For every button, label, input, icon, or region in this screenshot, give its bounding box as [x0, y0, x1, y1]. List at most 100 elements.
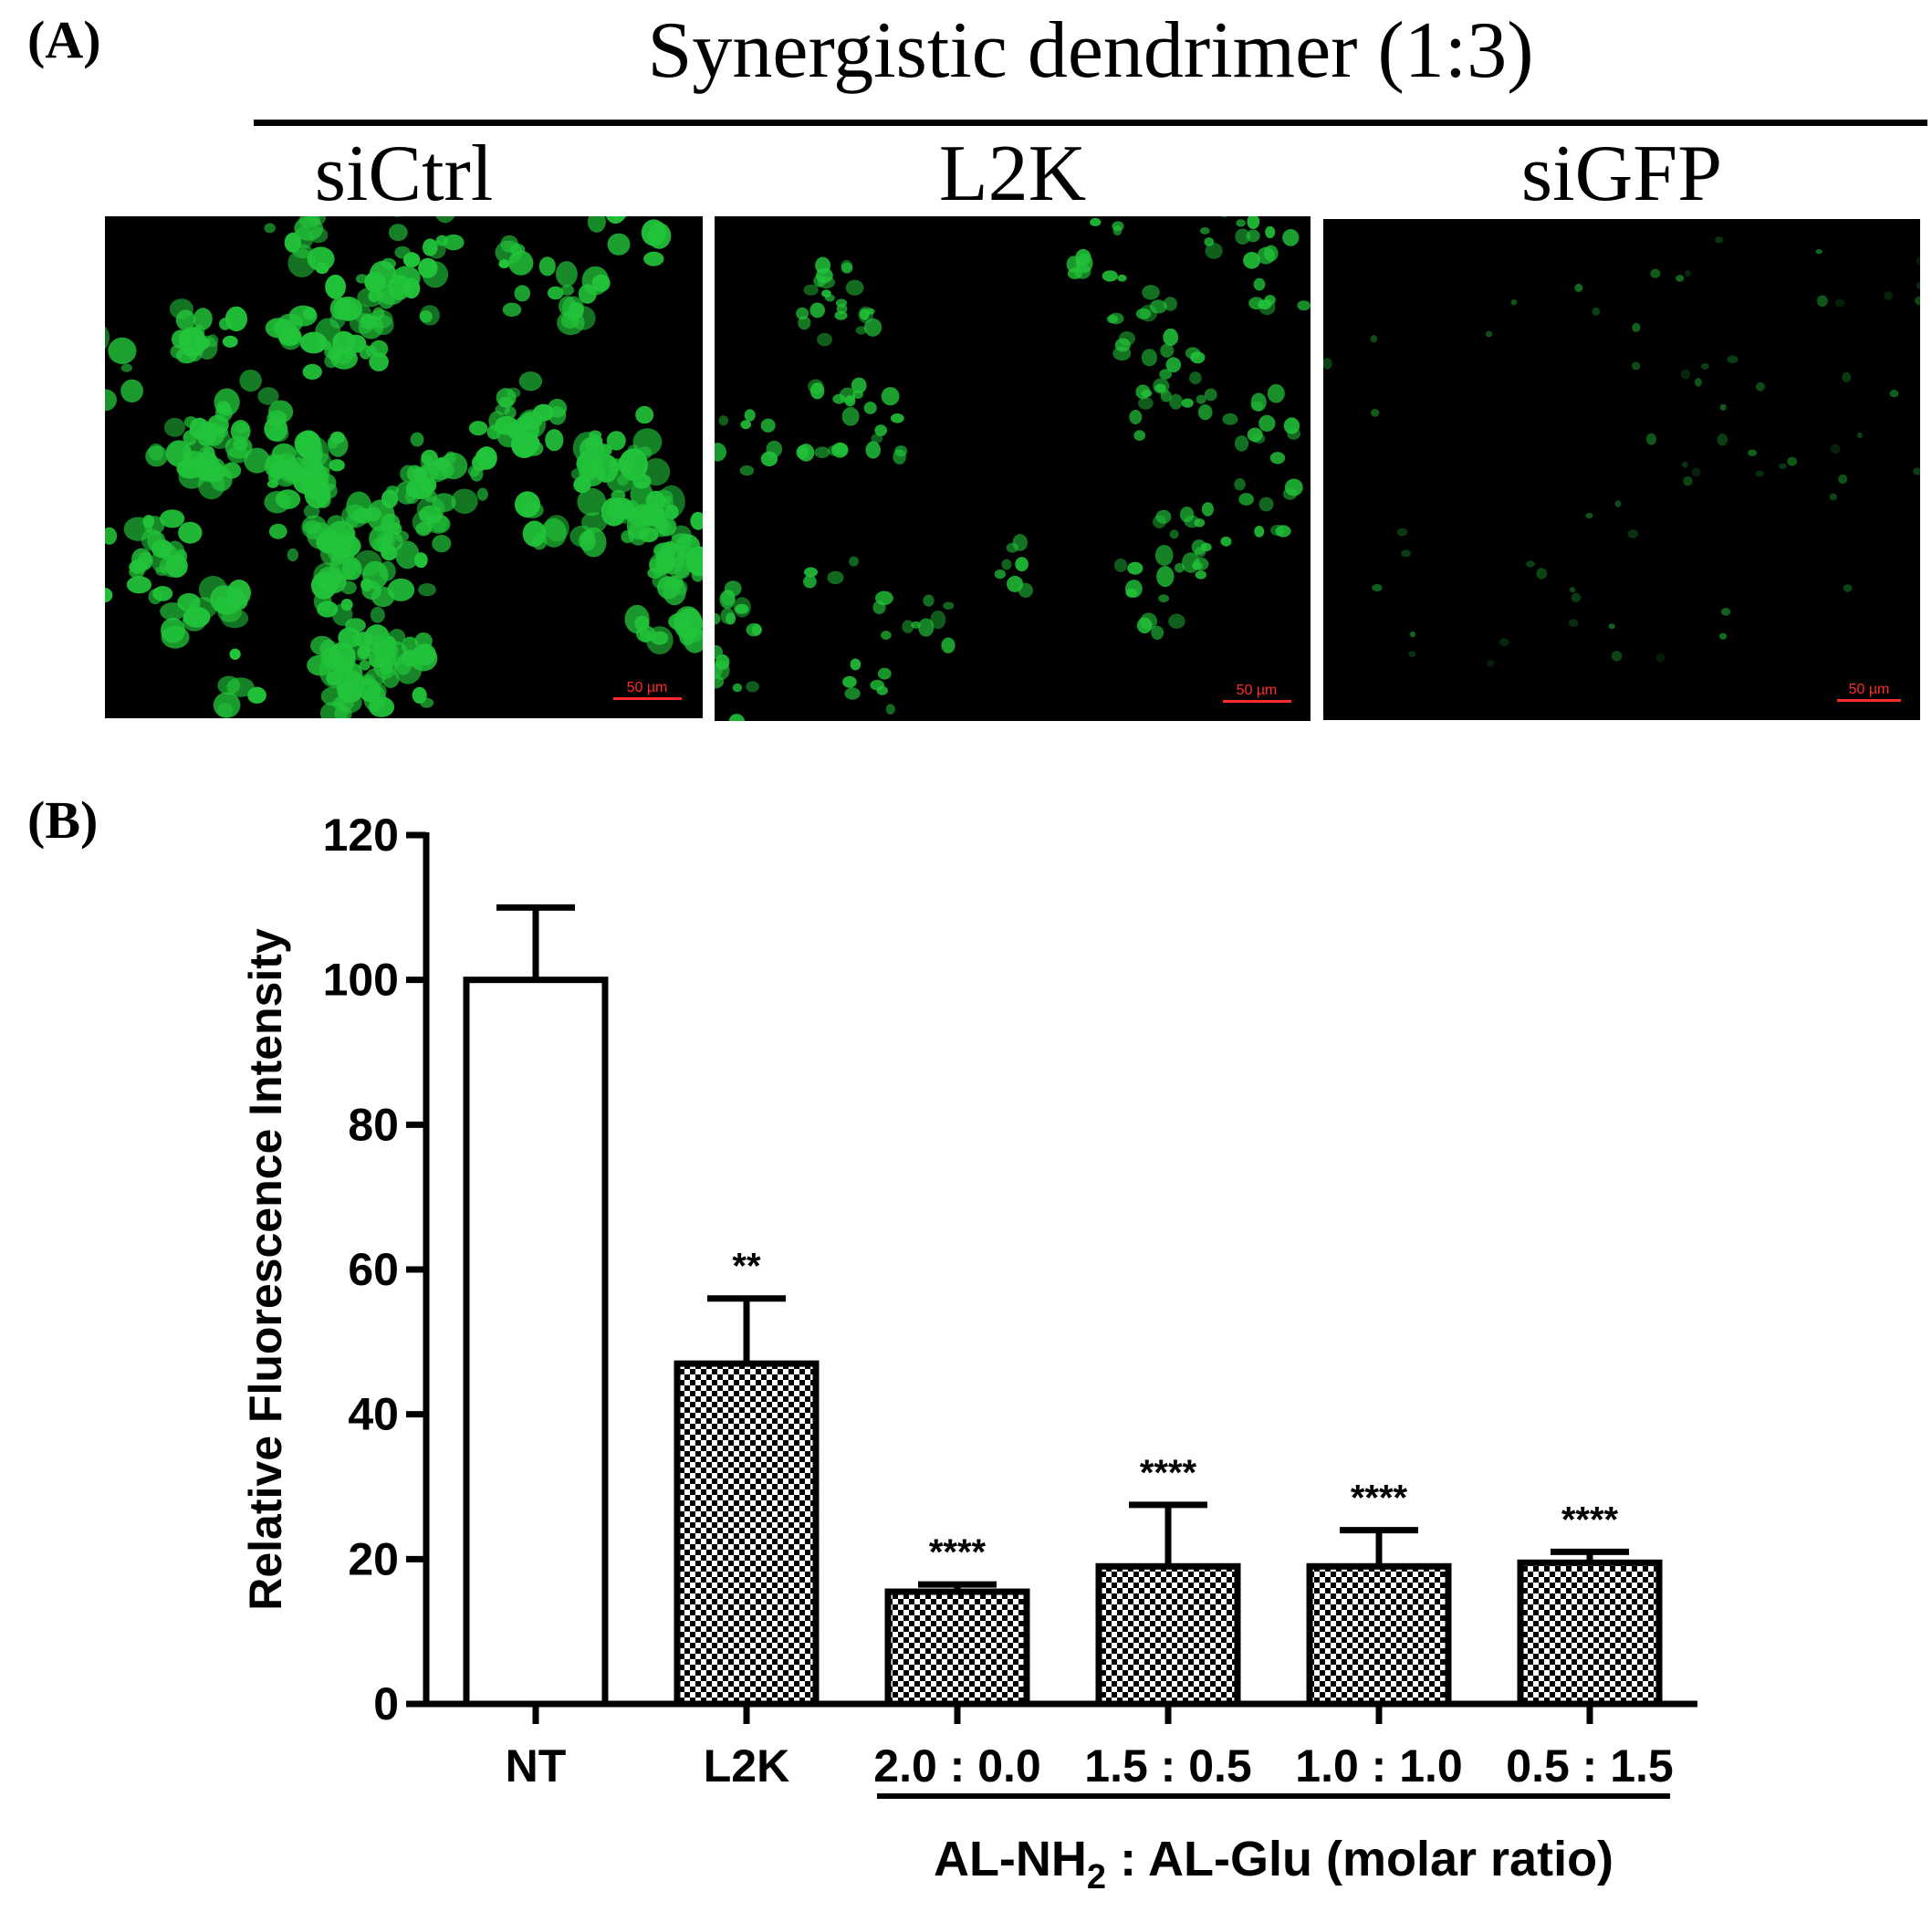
cell: [152, 586, 173, 601]
cell: [816, 267, 833, 284]
cell: [270, 463, 289, 479]
cell: [1165, 357, 1182, 373]
cell: [1842, 371, 1852, 382]
cell: [1160, 343, 1175, 358]
cell: [1682, 461, 1688, 468]
cell: [369, 352, 389, 371]
cell: [1234, 478, 1246, 491]
cell: [803, 284, 819, 296]
cell: [803, 575, 817, 589]
cell: [1196, 394, 1206, 404]
cell: [1787, 456, 1798, 466]
cell: [1645, 433, 1656, 445]
significance-label: ****: [1561, 1499, 1619, 1540]
cell: [522, 520, 547, 548]
cell: [169, 298, 193, 319]
cell: [657, 576, 681, 600]
cell: [1684, 270, 1691, 277]
cell: [500, 235, 518, 253]
cell: [105, 587, 113, 603]
cell: [618, 454, 635, 474]
cell: [432, 535, 452, 553]
cell: [1184, 515, 1200, 528]
cell: [881, 631, 892, 640]
cell: [1843, 584, 1853, 592]
cell: [468, 421, 488, 436]
cell: [1323, 358, 1332, 370]
cell: [804, 567, 818, 578]
cell: [338, 298, 358, 321]
cell: [661, 496, 674, 508]
cell: [865, 308, 875, 315]
cell: [732, 683, 743, 693]
cell: [1715, 236, 1724, 244]
cell: [488, 411, 506, 432]
significance-label: ****: [1351, 1478, 1408, 1519]
cell: [293, 468, 321, 495]
cell: [1401, 549, 1411, 558]
y-tick-label: 20: [348, 1533, 399, 1584]
cell: [1718, 632, 1728, 640]
cell: [521, 501, 544, 518]
cell: [1691, 467, 1701, 477]
cell: [343, 348, 356, 360]
cell: [381, 513, 401, 534]
cell: [514, 285, 531, 302]
cell: [1114, 338, 1131, 352]
cell: [370, 340, 389, 358]
cell: [341, 504, 369, 528]
cell: [1181, 398, 1194, 408]
cell: [1486, 330, 1493, 338]
cell: [814, 446, 830, 458]
cell: [244, 447, 270, 474]
cell: [877, 667, 892, 680]
cell: [1834, 298, 1845, 308]
y-axis-title: Relative Fluorescence Intensity: [240, 928, 291, 1611]
cell: [1779, 463, 1787, 469]
cell: [1102, 270, 1118, 282]
cell: [1916, 282, 1920, 289]
cell: [1526, 560, 1536, 568]
cell: [642, 458, 671, 486]
cell: [364, 507, 381, 522]
cell: [643, 251, 664, 266]
cell: [444, 451, 456, 465]
cell: [817, 332, 832, 347]
y-tick-label: 80: [348, 1099, 399, 1150]
y-tick-label: 0: [373, 1678, 399, 1729]
cell: [1915, 296, 1920, 306]
cell: [608, 458, 624, 471]
cell: [1106, 314, 1118, 324]
cell: [1815, 248, 1822, 255]
cell: [1755, 381, 1765, 392]
title-underline: [254, 120, 1927, 126]
cell: [1190, 351, 1206, 364]
cell: [278, 325, 302, 350]
cell: [1204, 388, 1217, 402]
cell: [1265, 225, 1276, 238]
cell: [120, 363, 132, 372]
cell: [715, 443, 726, 462]
cell: [796, 307, 809, 320]
cell: [504, 406, 517, 420]
cell: [683, 627, 703, 653]
cell: [1487, 660, 1495, 667]
cell: [475, 448, 495, 466]
cell: [941, 637, 956, 653]
cell: [1408, 651, 1416, 657]
cell: [1592, 307, 1601, 316]
cell: [1247, 427, 1263, 443]
cell: [634, 615, 650, 632]
cell: [1287, 428, 1300, 440]
cell: [570, 306, 596, 330]
cell: [1370, 335, 1378, 343]
cell: [394, 530, 409, 542]
significance-label: ****: [1140, 1453, 1197, 1493]
cell: [319, 340, 331, 350]
cell: [207, 414, 229, 434]
cell: [994, 569, 1006, 580]
cell: [370, 606, 385, 623]
cell: [1254, 526, 1265, 538]
cell: [1719, 403, 1727, 411]
cell: [894, 445, 908, 457]
